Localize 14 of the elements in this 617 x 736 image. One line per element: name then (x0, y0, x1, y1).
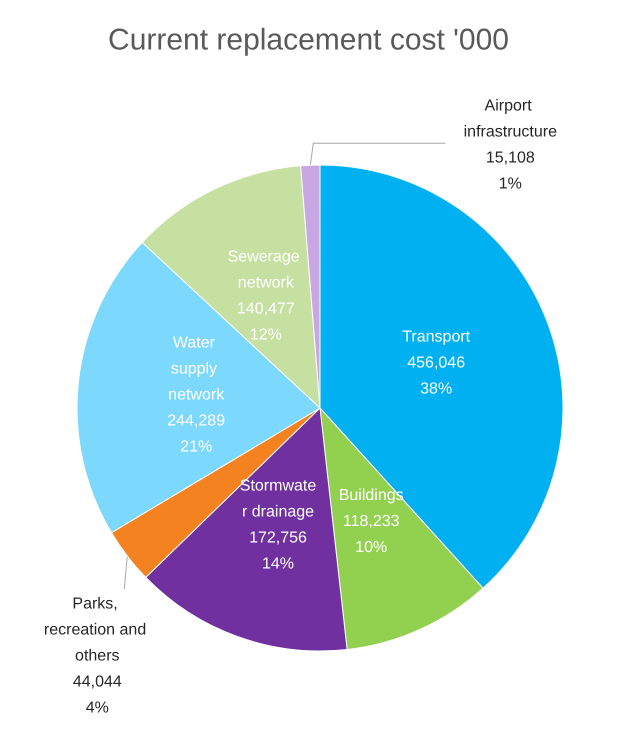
chart-title: Current replacement cost '000 (108, 24, 509, 56)
data-label: 140,477 12% (236, 300, 295, 344)
data-label: 44,044 4% (72, 674, 122, 717)
slice-label: Airport infrastructure (464, 98, 558, 141)
data-label: 172,756 14% (249, 530, 308, 573)
slice-label: Parks, recreation and others (44, 596, 151, 665)
slice-label: Stormwater drainage (240, 478, 316, 521)
slice-label: Sewerage network (228, 248, 304, 292)
slice-label: Water supply network (168, 334, 226, 404)
data-label: 456,046 38% (407, 354, 466, 398)
slice-label: Transport (402, 328, 471, 346)
data-label: 15,108 1% (486, 150, 535, 193)
data-label: 118,233 10% (342, 512, 400, 556)
data-label: 244,289 21% (167, 412, 226, 456)
